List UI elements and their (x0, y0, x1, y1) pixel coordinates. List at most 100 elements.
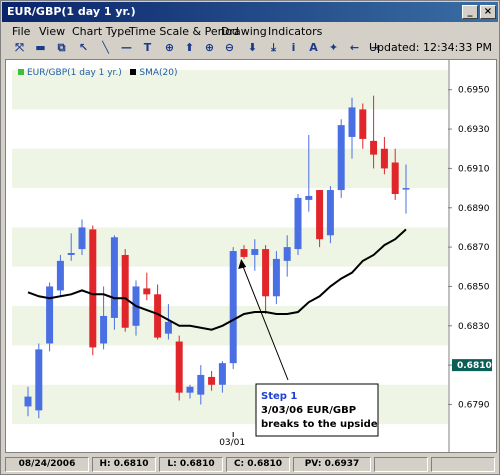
title-bar: EUR/GBP(1 day 1 yr.) _ × (2, 2, 498, 22)
legend-price: EUR/GBP(1 day 1 yr.) (27, 68, 122, 78)
grid-band (12, 70, 448, 110)
menu-chart-type[interactable]: Chart Type (72, 25, 131, 38)
candle-body (208, 376, 216, 385)
y-tick-label: 0.6830 (458, 322, 490, 332)
minimize-button[interactable]: _ (462, 5, 478, 19)
text-icon[interactable]: T (143, 41, 152, 54)
candle-body (380, 148, 388, 169)
menu-drawing[interactable]: Drawing (221, 25, 267, 38)
menu-time-scale[interactable]: Time Scale & Period (129, 25, 239, 38)
updated-time: Updated: 12:34:33 PM (368, 41, 492, 54)
candle-body (154, 294, 162, 338)
annotation-line1: 3/03/06 EUR/GBP (261, 405, 356, 416)
down-bar-icon[interactable]: ⤓ (271, 41, 276, 54)
candle-body (370, 140, 378, 155)
menu-view[interactable]: View (39, 25, 66, 38)
candle-body (316, 190, 324, 240)
a-text-icon[interactable]: A (309, 41, 318, 54)
candle-body (262, 249, 270, 297)
zoom-out-icon[interactable]: ⊖ (224, 41, 235, 54)
annotation-step: Step 1 (261, 391, 297, 402)
candle-body (218, 363, 226, 385)
print-icon[interactable]: ▬ (35, 41, 46, 54)
y-tick-label: 0.6790 (458, 400, 490, 410)
candle-body (348, 107, 356, 137)
candle-body (46, 286, 54, 344)
y-tick-label: 0.6890 (458, 204, 490, 214)
status-pv: PV: 0.6937 (293, 457, 371, 472)
legend-swatch-price (18, 69, 24, 75)
x-tick-label: 03/01 (219, 438, 245, 448)
candle-body (283, 247, 291, 261)
grid-band (12, 109, 448, 149)
candle-body (56, 260, 64, 291)
arrow-up-icon[interactable]: ⬆ (184, 41, 195, 54)
annotation-arrow-line (242, 266, 289, 381)
status-close: C: 0.6810 (226, 457, 290, 472)
copy-icon[interactable]: ⧉ (57, 41, 66, 54)
wand-icon[interactable]: ✦ (328, 41, 339, 54)
grid-band (12, 188, 448, 228)
info-icon[interactable]: i (291, 41, 296, 54)
candle-body (391, 162, 399, 194)
annotation-box (255, 383, 379, 437)
candle-body (326, 190, 334, 236)
candle-body (121, 254, 129, 328)
status-low: L: 0.6810 (159, 457, 223, 472)
zoom-in-icon[interactable]: ⊕ (204, 41, 215, 54)
horizontal-line-icon[interactable]: — (121, 41, 132, 54)
candle-body (197, 374, 205, 395)
candle-body (175, 341, 183, 393)
line-icon[interactable]: ╲ (102, 41, 109, 54)
menu-file[interactable]: File (12, 25, 31, 38)
current-price-marker (452, 359, 492, 372)
right-arrow-icon[interactable]: → (370, 41, 381, 54)
candle-body (164, 321, 172, 334)
candle-body (78, 227, 86, 250)
candle-body (359, 109, 367, 139)
candle-body (89, 229, 97, 348)
grid-band (12, 148, 448, 189)
candle-body (251, 249, 259, 255)
toolbar: ⤧ ▬ ⧉ ↖ ╲ — T ⊕ ⬆ ⊕ ⊖ ⬇ ⤓ i A ✦ ← → Upda… (2, 39, 498, 56)
candle-body (305, 195, 313, 200)
y-tick-label: 0.6870 (458, 243, 490, 253)
status-date: 08/24/2006 (5, 457, 89, 472)
legend-swatch-sma (130, 69, 137, 75)
candle-body (100, 315, 108, 344)
status-bar: 08/24/2006 H: 0.6810 L: 0.6810 C: 0.6810… (2, 455, 498, 474)
target-icon[interactable]: ⊕ (164, 41, 175, 54)
chart-area[interactable]: 0.6950 0.6930 0.6910 0.6890 0.6870 0.6850 0.68… (5, 59, 497, 453)
candle-body (294, 197, 302, 250)
left-arrow-icon[interactable]: ← (349, 41, 360, 54)
annotation-line2: breaks to the upside (261, 419, 378, 430)
candle-body (272, 258, 280, 297)
menu-indicators[interactable]: Indicators (268, 25, 323, 38)
candle-body (67, 253, 75, 255)
candle-body (240, 249, 248, 257)
price-chart[interactable]: 0.6950 0.6930 0.6910 0.6890 0.6870 0.6850 0.68… (6, 60, 496, 452)
candle-body (402, 188, 410, 190)
current-price-label: 0.6810 (457, 361, 492, 371)
menu-bar: File View Chart Type Time Scale & Period… (2, 23, 498, 40)
grid-band (12, 384, 448, 425)
status-high: H: 0.6810 (92, 457, 156, 472)
y-tick-label: 0.6950 (458, 86, 490, 96)
sma-line (27, 228, 407, 331)
candle-body (186, 386, 194, 393)
arrow-down-icon[interactable]: ⬇ (247, 41, 258, 54)
candle-body (35, 349, 43, 411)
y-tick-label: 0.6910 (458, 164, 490, 174)
close-button[interactable]: × (480, 5, 496, 19)
candle-body (143, 288, 151, 295)
pointer-icon[interactable]: ↖ (78, 41, 89, 54)
window-title: EUR/GBP(1 day 1 yr.) (7, 5, 136, 18)
crosshair-icon[interactable]: ⤧ (15, 41, 24, 54)
y-tick-label: 0.6850 (458, 282, 490, 292)
candle-body (337, 125, 345, 191)
annotation-arrowhead (238, 258, 247, 269)
candle-body (24, 396, 32, 407)
candle-body (229, 251, 237, 364)
legend-sma: SMA(20) (139, 68, 178, 78)
